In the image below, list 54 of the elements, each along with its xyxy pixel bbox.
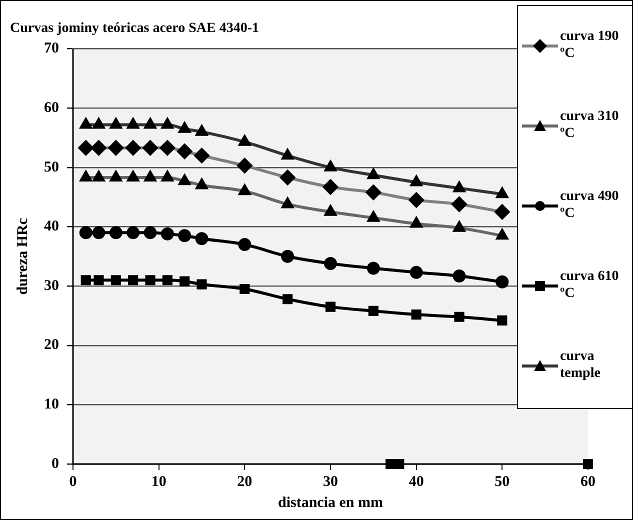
- point: [324, 257, 337, 270]
- point: [281, 250, 294, 263]
- point: [368, 306, 378, 316]
- chart-title: Curvas jominy teóricas acero SAE 4340-1: [10, 21, 259, 36]
- legend-label: curva 610 ºC: [560, 268, 620, 302]
- point: [110, 275, 121, 286]
- legend-label: curva 310 ºC: [560, 108, 620, 142]
- point: [411, 309, 422, 320]
- point: [145, 275, 156, 286]
- point: [410, 266, 423, 279]
- x-tick-label: 0: [69, 474, 77, 490]
- point: [79, 226, 92, 240]
- x-tick-label: 40: [408, 474, 424, 490]
- point: [497, 315, 508, 326]
- point: [180, 276, 190, 286]
- x-tick-label: 30: [323, 474, 338, 490]
- x-tick-label: 50: [494, 474, 510, 490]
- y-tick-label: 70: [44, 40, 59, 57]
- point: [80, 275, 91, 286]
- point: [325, 302, 336, 312]
- point: [240, 284, 250, 294]
- point: [92, 226, 106, 240]
- y-tick-label: 20: [44, 337, 59, 354]
- point: [94, 275, 104, 286]
- point: [496, 275, 509, 288]
- point: [196, 279, 207, 290]
- point: [454, 312, 464, 322]
- point: [178, 229, 192, 242]
- point: [144, 226, 157, 240]
- legend-label: curva temple: [560, 348, 602, 382]
- y-tick-label: 60: [44, 100, 59, 116]
- point: [162, 275, 172, 286]
- point: [126, 226, 140, 240]
- x-tick-label: 20: [237, 474, 252, 490]
- point: [238, 238, 252, 252]
- y-tick-label: 50: [44, 159, 59, 176]
- x-axis-title: distancia en mm: [278, 494, 384, 511]
- point: [282, 294, 293, 304]
- point: [128, 275, 138, 286]
- legend-label: curva 490 ºC: [560, 188, 620, 222]
- x-tick-label: 10: [151, 474, 166, 490]
- x-tick-label: 60: [580, 474, 596, 490]
- y-tick-label: 10: [44, 396, 59, 413]
- y-tick-label: 30: [44, 278, 59, 294]
- y-tick-label: 0: [52, 456, 59, 472]
- point: [452, 269, 466, 282]
- point: [160, 227, 174, 240]
- point: [366, 262, 380, 275]
- y-axis-title: dureza HRc: [14, 218, 31, 295]
- point: [109, 226, 122, 240]
- y-tick-label: 40: [44, 218, 59, 235]
- legend-label: curva 190 ºC: [560, 28, 620, 62]
- point: [394, 458, 404, 470]
- point: [195, 232, 208, 246]
